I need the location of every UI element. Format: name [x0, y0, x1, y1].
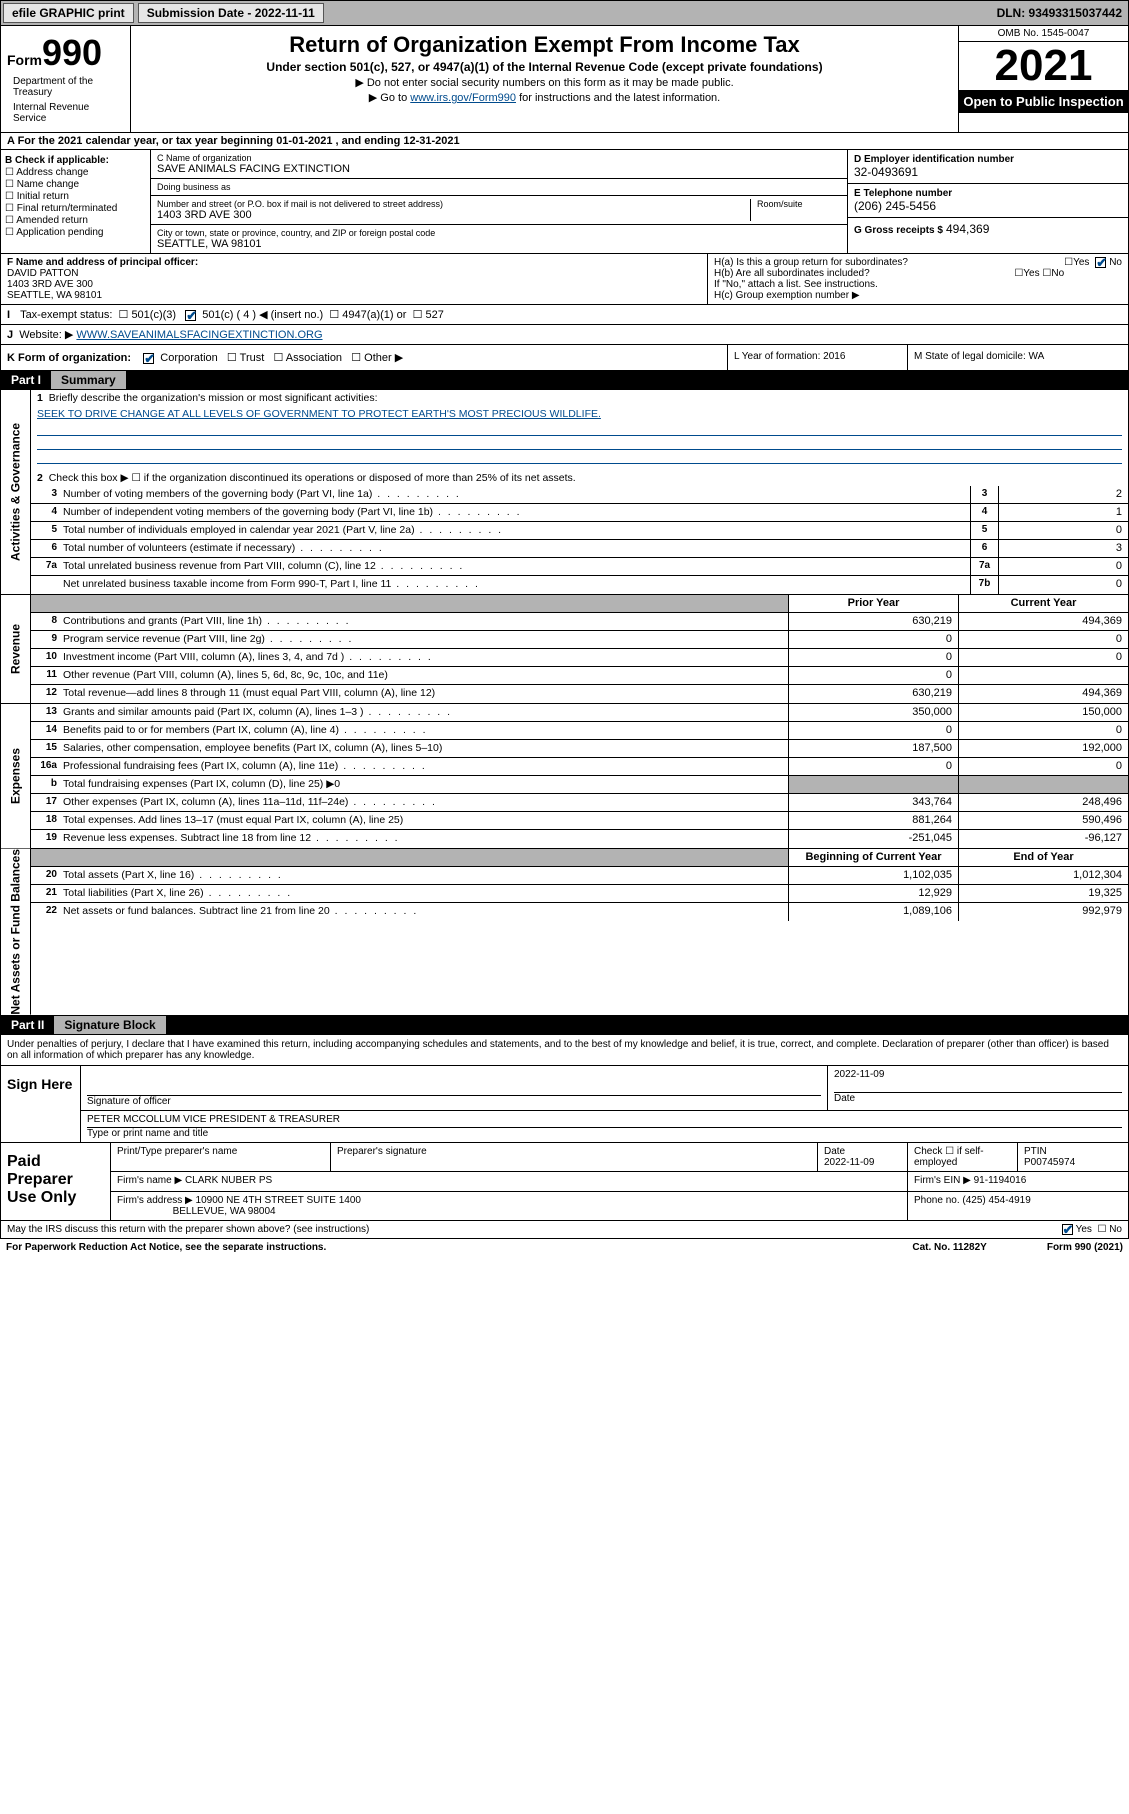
- dept-irs: Internal Revenue Service: [7, 100, 124, 126]
- summary-revenue: Revenue Prior YearCurrent Year 8Contribu…: [0, 595, 1129, 704]
- summary-governance: Activities & Governance 1 Briefly descri…: [0, 390, 1129, 595]
- section-f: F Name and address of principal officer:…: [1, 254, 708, 304]
- tax-year: 2021: [959, 42, 1128, 90]
- firm-name: CLARK NUBER PS: [185, 1175, 272, 1186]
- row-fh: F Name and address of principal officer:…: [0, 254, 1129, 305]
- phone: (206) 245-5456: [854, 199, 1122, 213]
- form-subtitle: Under section 501(c), 527, or 4947(a)(1)…: [135, 60, 954, 74]
- form-title: Return of Organization Exempt From Incom…: [135, 32, 954, 58]
- sign-here-block: Sign Here Signature of officer 2022-11-0…: [0, 1066, 1129, 1143]
- open-inspection: Open to Public Inspection: [959, 90, 1128, 113]
- year-formation: L Year of formation: 2016: [728, 345, 908, 370]
- sig-intro: Under penalties of perjury, I declare th…: [0, 1035, 1129, 1066]
- section-h: H(a) Is this a group return for subordin…: [708, 254, 1128, 304]
- dept-treasury: Department of the Treasury: [7, 74, 124, 100]
- section-defg: D Employer identification number 32-0493…: [848, 150, 1128, 253]
- note-ssn: ▶ Do not enter social security numbers o…: [135, 76, 954, 89]
- dln-label: DLN: 93493315037442: [991, 6, 1128, 20]
- vtab-revenue: Revenue: [1, 595, 31, 703]
- website-link[interactable]: WWW.SAVEANIMALSFACINGEXTINCTION.ORG: [76, 329, 322, 341]
- summary-expenses: Expenses 13Grants and similar amounts pa…: [0, 704, 1129, 849]
- section-c: C Name of organization SAVE ANIMALS FACI…: [151, 150, 848, 253]
- form-id: Form990: [7, 32, 124, 74]
- mission-text: SEEK TO DRIVE CHANGE AT ALL LEVELS OF GO…: [37, 408, 601, 420]
- state-domicile: M State of legal domicile: WA: [908, 345, 1128, 370]
- discuss-row: May the IRS discuss this return with the…: [0, 1221, 1129, 1239]
- firm-phone: (425) 454-4919: [962, 1195, 1030, 1206]
- row-j: J Website: ▶ WWW.SAVEANIMALSFACINGEXTINC…: [0, 325, 1129, 345]
- topbar: efile GRAPHIC print Submission Date - 20…: [0, 0, 1129, 26]
- part2-header: Part II Signature Block: [0, 1016, 1129, 1035]
- footer: For Paperwork Reduction Act Notice, see …: [0, 1239, 1129, 1256]
- irs-link[interactable]: www.irs.gov/Form990: [410, 92, 516, 104]
- city-state-zip: SEATTLE, WA 98101: [157, 238, 841, 250]
- row-bcd: B Check if applicable: ☐ Address change …: [0, 150, 1129, 254]
- section-b: B Check if applicable: ☐ Address change …: [1, 150, 151, 253]
- gross-receipts: 494,369: [946, 222, 989, 236]
- officer-name: PETER MCCOLLUM VICE PRESIDENT & TREASURE…: [87, 1114, 1122, 1125]
- form-header: Form990 Department of the Treasury Inter…: [0, 26, 1129, 133]
- vtab-netassets: Net Assets or Fund Balances: [1, 849, 31, 1015]
- street-address: 1403 3RD AVE 300: [157, 209, 744, 221]
- vtab-governance: Activities & Governance: [1, 390, 31, 594]
- submission-button[interactable]: Submission Date - 2022-11-11: [138, 3, 324, 23]
- note-link: ▶ Go to www.irs.gov/Form990 for instruct…: [135, 91, 954, 104]
- ein: 32-0493691: [854, 165, 1122, 179]
- ptin: P00745974: [1024, 1157, 1122, 1168]
- section-a: A For the 2021 calendar year, or tax yea…: [0, 133, 1129, 150]
- org-name: SAVE ANIMALS FACING EXTINCTION: [157, 163, 841, 175]
- row-i: I Tax-exempt status: ☐ 501(c)(3) 501(c) …: [0, 305, 1129, 325]
- firm-ein: 91-1194016: [974, 1175, 1027, 1186]
- efile-button[interactable]: efile GRAPHIC print: [3, 3, 134, 23]
- paid-preparer-block: Paid Preparer Use Only Print/Type prepar…: [0, 1143, 1129, 1221]
- vtab-expenses: Expenses: [1, 704, 31, 848]
- summary-netassets: Net Assets or Fund Balances Beginning of…: [0, 849, 1129, 1016]
- omb-number: OMB No. 1545-0047: [959, 26, 1128, 42]
- row-klm: K Form of organization: Corporation ☐ Tr…: [0, 345, 1129, 371]
- discuss-yes-checkbox[interactable]: [1062, 1224, 1073, 1235]
- part1-header: Part I Summary: [0, 371, 1129, 390]
